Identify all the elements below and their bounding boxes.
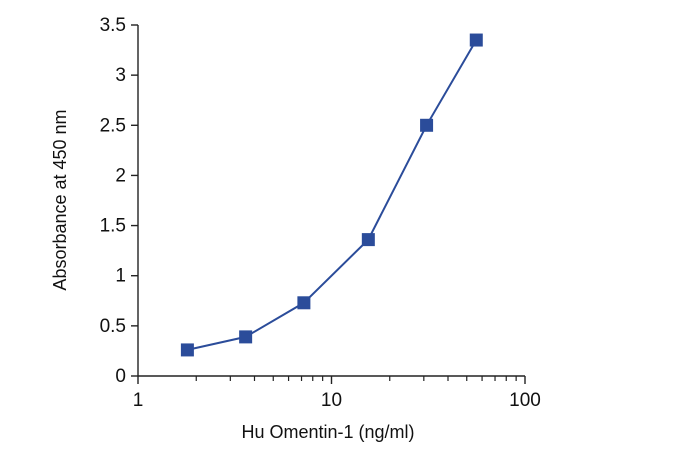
data-point (469, 33, 483, 47)
series-line (187, 39, 478, 351)
y-tick-label: 1 (115, 266, 126, 287)
data-point (239, 330, 253, 344)
y-tick-label: 0.5 (100, 316, 126, 337)
x-tick-label: 100 (509, 390, 541, 411)
x-tick-label: 1 (133, 390, 144, 411)
y-tick-label: 3.5 (100, 15, 126, 36)
y-tick-label: 2.5 (100, 115, 126, 136)
x-tick-label: 10 (321, 390, 342, 411)
data-point (361, 233, 375, 247)
x-axis-title: Hu Omentin-1 (ng/ml) (241, 422, 414, 442)
y-tick-label: 0 (115, 366, 126, 387)
data-point (180, 343, 194, 357)
y-tick-label: 3 (115, 65, 126, 86)
y-tick-label: 2 (115, 165, 126, 186)
y-tick-label: 1.5 (100, 216, 126, 237)
data-point (420, 118, 434, 132)
y-axis-title: Absorbance at 450 nm (50, 109, 70, 290)
plot-area: 0 0.5 1 1.5 2 2.5 3 3.5 1 10 100 (100, 15, 541, 411)
data-point (297, 296, 311, 310)
